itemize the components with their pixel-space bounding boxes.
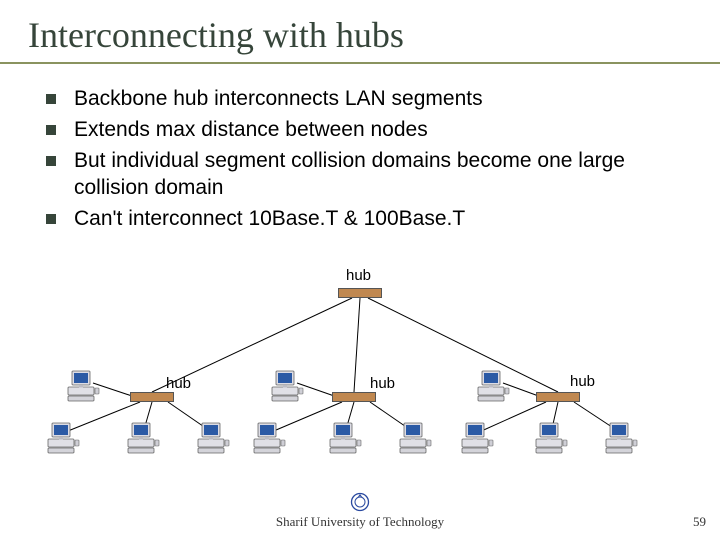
computer-icon	[534, 422, 568, 454]
university-logo-icon	[350, 492, 370, 512]
computer-icon	[476, 370, 510, 402]
list-item: Backbone hub interconnects LAN segments	[46, 86, 686, 113]
bullet-list: Backbone hub interconnects LAN segments …	[0, 64, 720, 232]
hub-label-top: hub	[346, 267, 371, 284]
computer-icon	[196, 422, 230, 454]
hub-top	[338, 288, 382, 298]
list-item: But individual segment collision domains…	[46, 148, 686, 202]
hub-center	[332, 392, 376, 402]
computer-icon	[604, 422, 638, 454]
footer: Sharif University of Technology	[0, 492, 720, 530]
list-item: Can't interconnect 10Base.T & 100Base.T	[46, 206, 686, 233]
hub-left	[130, 392, 174, 402]
bullet-icon	[46, 214, 56, 224]
bullet-icon	[46, 94, 56, 104]
list-item: Extends max distance between nodes	[46, 117, 686, 144]
bullet-text: Can't interconnect 10Base.T & 100Base.T	[74, 206, 465, 233]
hub-right	[536, 392, 580, 402]
computer-icon	[126, 422, 160, 454]
computer-icon	[328, 422, 362, 454]
network-diagram: hub hub hub hub	[0, 265, 720, 495]
bullet-text: Backbone hub interconnects LAN segments	[74, 86, 483, 113]
bullet-icon	[46, 156, 56, 166]
bullet-icon	[46, 125, 56, 135]
computer-icon	[270, 370, 304, 402]
slide-title: Interconnecting with hubs	[28, 14, 692, 56]
diagram-lines	[0, 265, 720, 495]
computer-icon	[66, 370, 100, 402]
hub-label-center: hub	[370, 375, 395, 392]
bullet-text: But individual segment collision domains…	[74, 148, 686, 202]
hub-label-right: hub	[570, 373, 595, 390]
title-region: Interconnecting with hubs	[0, 0, 720, 64]
page-number: 59	[693, 514, 706, 530]
hub-label-left: hub	[166, 375, 191, 392]
computer-icon	[460, 422, 494, 454]
computer-icon	[398, 422, 432, 454]
footer-text: Sharif University of Technology	[276, 514, 444, 529]
bullet-text: Extends max distance between nodes	[74, 117, 428, 144]
computer-icon	[252, 422, 286, 454]
computer-icon	[46, 422, 80, 454]
